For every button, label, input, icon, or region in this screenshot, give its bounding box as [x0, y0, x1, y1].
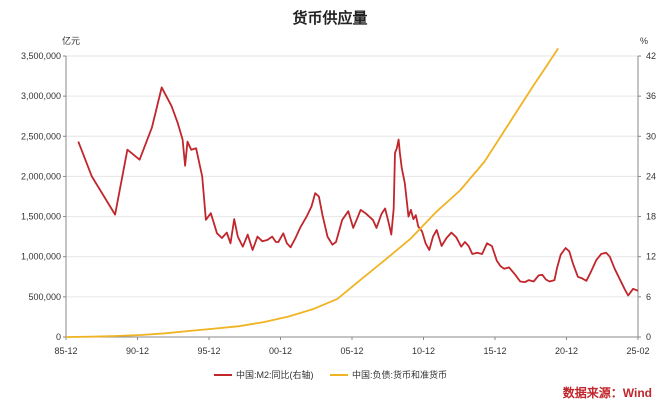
right-tick-label: 24 [646, 171, 656, 181]
x-tick-label: 85-12 [54, 346, 77, 356]
legend-label-2: 中国:负债:货币和准货币 [352, 369, 447, 380]
left-y-axis: 0 500,000 1,000,000 1,500,000 2,000,000 2,500… [21, 51, 67, 342]
right-tick-label: 0 [646, 332, 651, 342]
legend: 中国:M2:同比(右轴) 中国:负债:货币和准货币 [214, 369, 447, 380]
left-axis-unit: 亿元 [62, 35, 80, 46]
series-line-1 [77, 86, 639, 297]
series-lines [65, 47, 639, 338]
right-tick-label: 6 [646, 292, 651, 302]
left-tick-label: 1,500,000 [21, 212, 61, 222]
legend-label-1: 中国:M2:同比(右轴) [236, 369, 314, 380]
x-tick-label: 90-12 [126, 346, 149, 356]
left-tick-label: 3,000,000 [21, 91, 61, 101]
left-tick-label: 1,000,000 [21, 252, 61, 262]
data-source: 数据来源：Wind [563, 385, 652, 400]
gridlines [66, 55, 638, 298]
x-tick-label: 05-12 [340, 346, 363, 356]
right-tick-label: 30 [646, 131, 656, 141]
x-tick-label: 25-02 [626, 346, 649, 356]
x-axis: 85-12 90-12 95-12 00-12 05-12 10-12 15-12 20-12… [54, 336, 650, 356]
x-tick-label: 20-12 [555, 346, 578, 356]
x-tick-label: 00-12 [269, 346, 292, 356]
left-tick-label: 2,500,000 [21, 131, 61, 141]
x-tick-label: 10-12 [412, 346, 435, 356]
left-tick-label: 500,000 [28, 292, 61, 302]
right-axis-unit: % [640, 36, 648, 46]
series-line-2 [65, 47, 559, 338]
right-y-axis: 0 6 12 18 24 30 36 42 [637, 51, 656, 342]
right-tick-label: 42 [646, 51, 656, 61]
chart-title: 货币供应量 [292, 9, 367, 27]
left-tick-label: 2,000,000 [21, 171, 61, 181]
right-tick-label: 12 [646, 252, 656, 262]
left-tick-label: 0 [56, 332, 61, 342]
left-tick-label: 3,500,000 [21, 51, 61, 61]
right-tick-label: 18 [646, 212, 656, 222]
x-tick-label: 95-12 [197, 346, 220, 356]
x-tick-label: 15-12 [483, 346, 506, 356]
right-tick-label: 36 [646, 91, 656, 101]
